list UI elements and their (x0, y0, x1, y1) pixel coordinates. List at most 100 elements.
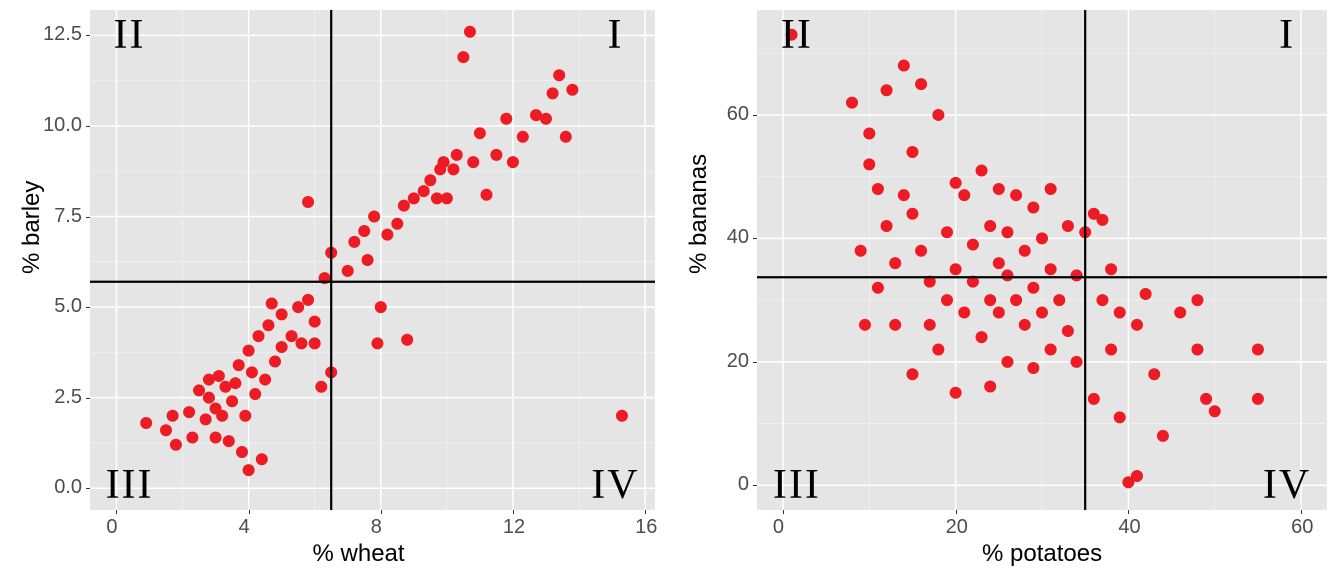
data-point (342, 265, 354, 277)
x-tick-label: 8 (371, 516, 382, 539)
data-point (881, 84, 893, 96)
data-point (348, 236, 360, 248)
data-point (203, 392, 215, 404)
panel-left: % barley % wheat 04812160.02.55.07.510.0… (0, 0, 672, 576)
plot-svg-left (90, 10, 655, 510)
y-tick-label: 10.0 (43, 114, 82, 137)
quadrant-label-IV: IV (585, 461, 645, 509)
data-point (1071, 269, 1083, 281)
quadrant-label-III: III (767, 461, 827, 509)
data-point (246, 366, 258, 378)
data-point (984, 381, 996, 393)
x-tick-label: 20 (946, 516, 968, 539)
data-point (441, 192, 453, 204)
y-tick-label: 40 (727, 226, 749, 249)
data-point (924, 319, 936, 331)
data-point (1191, 294, 1203, 306)
data-point (915, 245, 927, 257)
data-point (932, 344, 944, 356)
data-point (993, 306, 1005, 318)
data-point (160, 424, 172, 436)
data-point (507, 156, 519, 168)
data-point (1105, 263, 1117, 275)
data-point (1209, 405, 1221, 417)
data-point (566, 84, 578, 96)
data-point (616, 410, 628, 422)
x-axis-title-right: % potatoes (982, 540, 1102, 568)
y-tick-label: 5.0 (54, 295, 82, 318)
data-point (266, 297, 278, 309)
data-point (898, 189, 910, 201)
data-point (547, 87, 559, 99)
data-point (183, 406, 195, 418)
data-point (140, 417, 152, 429)
data-point (276, 308, 288, 320)
data-point (223, 435, 235, 447)
data-point (259, 374, 271, 386)
data-point (1010, 294, 1022, 306)
data-point (941, 294, 953, 306)
data-point (1174, 306, 1186, 318)
data-point (1019, 245, 1031, 257)
data-point (500, 113, 512, 125)
data-point (302, 196, 314, 208)
quadrant-label-III: III (100, 461, 160, 509)
y-tick-label: 2.5 (54, 386, 82, 409)
data-point (950, 387, 962, 399)
data-point (1027, 202, 1039, 214)
y-axis-title-right: % bananas (685, 250, 713, 274)
y-tick-label: 0 (738, 473, 749, 496)
quadrant-label-I: I (1257, 11, 1317, 59)
x-tick-label: 4 (239, 516, 250, 539)
data-point (213, 370, 225, 382)
data-point (1096, 214, 1108, 226)
data-point (932, 109, 944, 121)
data-point (941, 226, 953, 238)
quadrant-label-IV: IV (1257, 461, 1317, 509)
data-point (262, 319, 274, 331)
data-point (872, 282, 884, 294)
data-point (906, 208, 918, 220)
data-point (229, 377, 241, 389)
data-point (993, 183, 1005, 195)
y-tick-label: 7.5 (54, 205, 82, 228)
data-point (863, 127, 875, 139)
data-point (1062, 325, 1074, 337)
data-point (1114, 306, 1126, 318)
data-point (863, 158, 875, 170)
data-point (292, 301, 304, 313)
data-point (233, 359, 245, 371)
data-point (1062, 220, 1074, 232)
data-point (1027, 362, 1039, 374)
data-point (1252, 393, 1264, 405)
data-point (950, 177, 962, 189)
y-tick-label: 20 (727, 350, 749, 373)
quadrant-label-II: II (100, 11, 160, 59)
data-point (1148, 368, 1160, 380)
data-point (243, 345, 255, 357)
plot-area-left (90, 10, 655, 510)
x-tick-label: 12 (503, 516, 525, 539)
data-point (276, 341, 288, 353)
data-point (167, 410, 179, 422)
data-point (243, 464, 255, 476)
data-point (438, 156, 450, 168)
data-point (391, 218, 403, 230)
data-point (451, 149, 463, 161)
data-point (302, 294, 314, 306)
data-point (846, 97, 858, 109)
data-point (1252, 344, 1264, 356)
data-point (915, 78, 927, 90)
data-point (898, 60, 910, 72)
data-point (381, 229, 393, 241)
data-point (881, 220, 893, 232)
data-point (474, 127, 486, 139)
data-point (958, 306, 970, 318)
data-point (1096, 294, 1108, 306)
data-point (236, 446, 248, 458)
x-axis-title-left: % wheat (313, 540, 405, 568)
data-point (186, 432, 198, 444)
data-point (480, 189, 492, 201)
data-point (553, 69, 565, 81)
figure: % barley % wheat 04812160.02.55.07.510.0… (0, 0, 1344, 576)
